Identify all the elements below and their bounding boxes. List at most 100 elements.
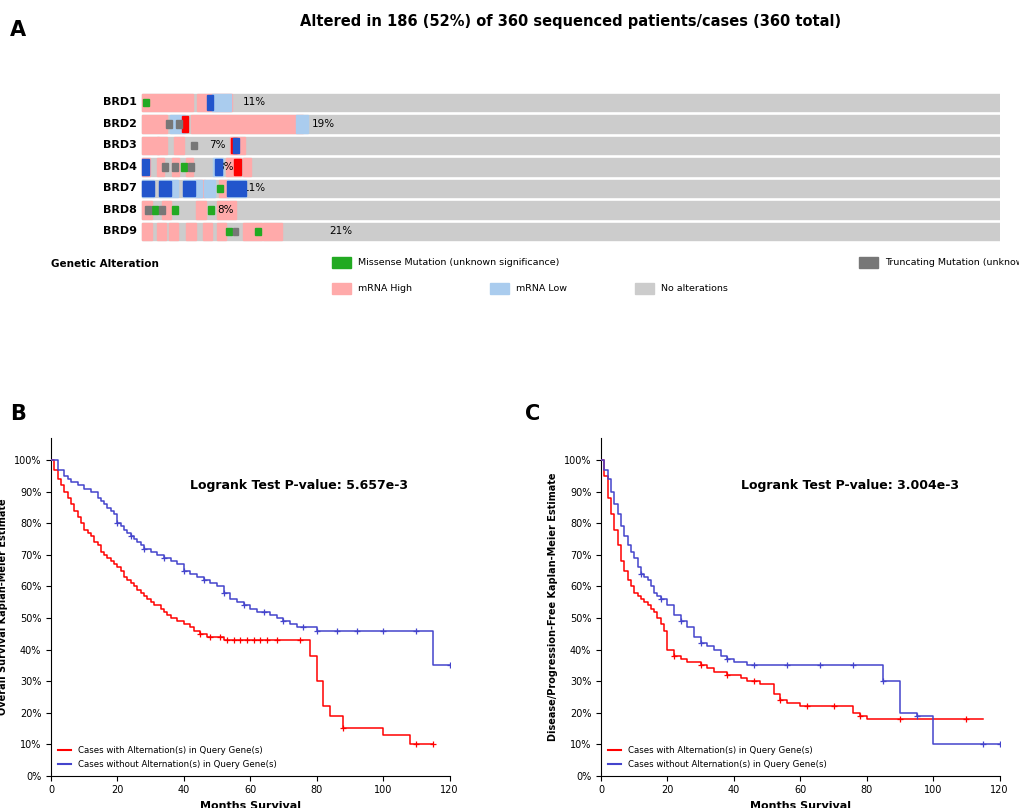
Text: BRD4: BRD4	[103, 162, 137, 172]
Text: 11%: 11%	[243, 98, 266, 107]
Text: C: C	[525, 404, 540, 424]
Bar	[208, 206, 214, 213]
Bar	[332, 257, 351, 267]
Bar	[145, 206, 151, 213]
Bar	[196, 201, 206, 218]
Bar	[192, 116, 303, 133]
Bar	[142, 223, 152, 240]
Bar	[230, 137, 236, 154]
Y-axis label: Disease/Progression-Free Kaplan-Meier Estimate: Disease/Progression-Free Kaplan-Meier Es…	[548, 473, 557, 741]
Text: 21%: 21%	[328, 226, 352, 237]
Bar	[142, 181, 154, 196]
Bar	[162, 201, 170, 218]
Bar	[162, 163, 168, 170]
Bar	[159, 179, 177, 197]
Text: No alterations: No alterations	[660, 284, 728, 292]
Bar	[332, 283, 351, 294]
Bar	[142, 137, 999, 154]
Text: Truncating Mutation (unknown significance): Truncating Mutation (unknown significanc…	[884, 258, 1019, 267]
Bar	[207, 95, 213, 110]
Bar	[215, 159, 222, 175]
Bar	[143, 99, 149, 106]
Text: 7%: 7%	[209, 141, 225, 150]
Bar	[225, 228, 231, 235]
Bar	[296, 116, 308, 133]
Bar	[489, 283, 508, 294]
Bar	[195, 179, 205, 197]
Bar	[232, 228, 238, 235]
Text: 8%: 8%	[217, 205, 233, 215]
Bar	[233, 137, 239, 154]
Bar	[181, 116, 187, 132]
Bar	[157, 137, 167, 154]
Bar	[170, 116, 185, 133]
Bar	[142, 116, 167, 133]
Bar	[172, 158, 179, 175]
Text: Altered in 186 (52%) of 360 sequenced patients/cases (360 total): Altered in 186 (52%) of 360 sequenced pa…	[300, 14, 841, 29]
Bar	[165, 120, 171, 128]
Text: Genetic Alteration: Genetic Alteration	[51, 259, 159, 268]
Bar	[255, 228, 261, 235]
Bar	[172, 163, 178, 170]
Text: 19%: 19%	[312, 119, 334, 129]
Bar	[142, 179, 999, 197]
Bar	[227, 179, 246, 197]
Bar	[243, 223, 262, 240]
Bar	[212, 94, 230, 111]
Bar	[182, 179, 202, 197]
Bar	[186, 223, 197, 240]
Bar	[225, 158, 240, 175]
Text: BRD2: BRD2	[103, 119, 137, 129]
Bar	[142, 201, 152, 218]
Bar	[219, 179, 229, 197]
Bar	[186, 158, 193, 175]
Text: Missense Mutation (unknown significance): Missense Mutation (unknown significance)	[358, 258, 559, 267]
Bar	[143, 159, 149, 175]
Text: BRD7: BRD7	[103, 183, 137, 193]
Bar	[203, 223, 212, 240]
Bar	[157, 158, 164, 175]
Bar	[172, 206, 178, 213]
Bar	[175, 120, 181, 128]
Bar	[182, 181, 195, 196]
Text: BRD8: BRD8	[103, 205, 137, 215]
Text: Logrank Test P-value: 5.657e-3: Logrank Test P-value: 5.657e-3	[191, 478, 408, 492]
Bar	[142, 116, 999, 133]
Bar	[187, 163, 194, 170]
Text: 8%: 8%	[217, 162, 233, 172]
Bar	[213, 158, 223, 175]
Text: A: A	[10, 20, 26, 40]
X-axis label: Months Survival: Months Survival	[749, 801, 850, 808]
Bar	[197, 94, 231, 111]
Legend: Cases with Alternation(s) in Query Gene(s), Cases without Alternation(s) in Quer: Cases with Alternation(s) in Query Gene(…	[55, 744, 279, 772]
Bar	[142, 201, 999, 218]
Bar	[217, 184, 223, 192]
Bar	[234, 159, 240, 175]
Text: mRNA Low: mRNA Low	[516, 284, 567, 292]
Bar	[174, 137, 184, 154]
Bar	[157, 223, 165, 240]
Text: BRD1: BRD1	[103, 98, 137, 107]
Text: 11%: 11%	[243, 183, 266, 193]
Text: mRNA High: mRNA High	[358, 284, 412, 292]
Text: B: B	[10, 404, 26, 424]
Bar	[142, 137, 159, 154]
Text: BRD3: BRD3	[103, 141, 137, 150]
Bar	[142, 158, 150, 175]
Text: BRD9: BRD9	[103, 226, 137, 237]
Bar	[217, 223, 225, 240]
Bar	[169, 223, 177, 240]
Bar	[180, 163, 186, 170]
Legend: Cases with Alternation(s) in Query Gene(s), Cases without Alternation(s) in Quer: Cases with Alternation(s) in Query Gene(…	[604, 744, 828, 772]
Bar	[263, 223, 282, 240]
Bar	[634, 283, 653, 294]
Bar	[142, 179, 154, 197]
Bar	[159, 206, 164, 213]
Bar	[204, 179, 214, 197]
Text: Logrank Test P-value: 3.004e-3: Logrank Test P-value: 3.004e-3	[740, 478, 958, 492]
Bar	[142, 94, 193, 111]
Bar	[142, 223, 999, 240]
Bar	[217, 201, 235, 218]
Bar	[227, 181, 246, 196]
X-axis label: Months Survival: Months Survival	[200, 801, 301, 808]
